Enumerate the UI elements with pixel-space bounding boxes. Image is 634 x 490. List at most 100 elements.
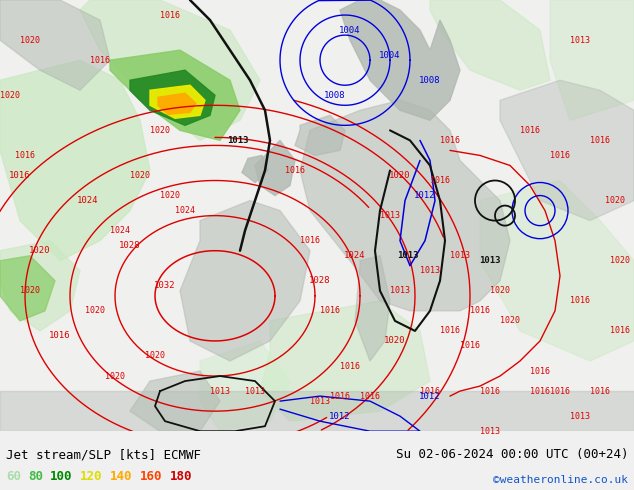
Text: 1020: 1020 <box>150 126 170 135</box>
Polygon shape <box>355 256 390 361</box>
Text: 1016: 1016 <box>90 56 110 65</box>
Text: 1024: 1024 <box>344 251 366 260</box>
Polygon shape <box>0 391 634 431</box>
Polygon shape <box>500 80 634 220</box>
Text: 1020: 1020 <box>85 306 105 316</box>
Text: 1016: 1016 <box>440 326 460 336</box>
Text: 1024: 1024 <box>110 226 130 235</box>
Polygon shape <box>130 371 220 431</box>
Text: 1016: 1016 <box>320 306 340 316</box>
Text: 1013: 1013 <box>570 412 590 420</box>
Text: 1016: 1016 <box>285 166 305 175</box>
Polygon shape <box>242 155 268 182</box>
Polygon shape <box>0 241 80 331</box>
Text: 1020: 1020 <box>0 91 20 100</box>
Polygon shape <box>340 0 460 121</box>
Text: 1016: 1016 <box>440 136 460 145</box>
Text: 1004: 1004 <box>339 25 361 35</box>
Text: 1012: 1012 <box>419 392 441 401</box>
Text: 100: 100 <box>50 469 72 483</box>
Text: 1013: 1013 <box>570 36 590 45</box>
Polygon shape <box>0 256 55 321</box>
Text: 1016: 1016 <box>430 176 450 185</box>
Text: 1020: 1020 <box>500 317 520 325</box>
Text: 1020: 1020 <box>605 196 625 205</box>
Text: 1024: 1024 <box>175 206 195 215</box>
Text: 1016: 1016 <box>550 151 570 160</box>
Text: 1016: 1016 <box>590 136 610 145</box>
Text: Jet stream/SLP [kts] ECMWF: Jet stream/SLP [kts] ECMWF <box>6 448 201 461</box>
Text: 1016: 1016 <box>10 171 31 180</box>
Text: 1028: 1028 <box>119 241 141 250</box>
Polygon shape <box>180 200 310 361</box>
Text: 1016: 1016 <box>610 326 630 336</box>
Text: 1020: 1020 <box>105 371 125 381</box>
Text: 1020: 1020 <box>20 36 40 45</box>
Polygon shape <box>550 0 634 121</box>
Text: 1013: 1013 <box>380 211 400 220</box>
Polygon shape <box>130 70 215 125</box>
Text: 1004: 1004 <box>379 50 401 60</box>
Text: 160: 160 <box>140 469 162 483</box>
Text: 1013: 1013 <box>310 396 330 406</box>
Polygon shape <box>480 180 634 361</box>
Text: 1013: 1013 <box>479 256 501 265</box>
Text: 1016: 1016 <box>300 236 320 245</box>
Text: 1016: 1016 <box>160 11 180 20</box>
Text: 1016: 1016 <box>530 387 550 395</box>
Text: 1016: 1016 <box>49 331 71 341</box>
Text: 1008: 1008 <box>419 76 441 85</box>
Text: 1013: 1013 <box>398 251 418 260</box>
Text: 1020: 1020 <box>384 337 406 345</box>
Text: 1013: 1013 <box>227 136 249 145</box>
Text: 1016: 1016 <box>420 387 440 395</box>
Text: 1016: 1016 <box>340 362 360 370</box>
Text: 1020: 1020 <box>610 256 630 265</box>
Polygon shape <box>255 141 295 196</box>
Text: 1024: 1024 <box>77 196 99 205</box>
Text: 1013: 1013 <box>245 387 265 395</box>
Text: 1012: 1012 <box>329 412 351 420</box>
Text: 1016: 1016 <box>330 392 350 401</box>
Text: 1020: 1020 <box>130 171 150 180</box>
Text: 180: 180 <box>170 469 193 483</box>
Text: 1016: 1016 <box>520 126 540 135</box>
Text: 1016: 1016 <box>15 151 35 160</box>
Text: 60: 60 <box>6 469 21 483</box>
Polygon shape <box>200 341 290 431</box>
Text: 1028: 1028 <box>309 276 331 285</box>
Text: ©weatheronline.co.uk: ©weatheronline.co.uk <box>493 475 628 485</box>
Text: 1013: 1013 <box>450 251 470 260</box>
Text: 1020: 1020 <box>20 286 40 295</box>
Text: 1016: 1016 <box>530 367 550 375</box>
Text: 140: 140 <box>110 469 133 483</box>
Text: 1012: 1012 <box>414 191 436 200</box>
Polygon shape <box>295 115 345 155</box>
Text: 1013: 1013 <box>420 266 440 275</box>
Text: 1016: 1016 <box>480 387 500 395</box>
Polygon shape <box>0 60 150 261</box>
Text: Su 02-06-2024 00:00 UTC (00+24): Su 02-06-2024 00:00 UTC (00+24) <box>396 448 628 461</box>
Text: 1016: 1016 <box>570 296 590 305</box>
Polygon shape <box>158 93 196 114</box>
Text: 1020: 1020 <box>145 351 165 361</box>
Text: 1016: 1016 <box>590 387 610 395</box>
Text: 120: 120 <box>80 469 103 483</box>
Text: 1020: 1020 <box>490 286 510 295</box>
Text: 1020: 1020 <box>389 171 411 180</box>
Polygon shape <box>300 100 510 311</box>
Polygon shape <box>150 85 205 118</box>
Text: 1020: 1020 <box>160 191 180 200</box>
Polygon shape <box>110 50 240 141</box>
Polygon shape <box>80 0 260 141</box>
Text: 1013: 1013 <box>210 387 230 395</box>
Text: 1016: 1016 <box>470 306 490 316</box>
Polygon shape <box>0 0 110 90</box>
Text: 1008: 1008 <box>324 91 346 100</box>
Text: 1016: 1016 <box>550 387 570 395</box>
Text: 1016: 1016 <box>360 392 380 401</box>
Text: 80: 80 <box>28 469 43 483</box>
Text: 1013: 1013 <box>480 427 500 436</box>
Text: 1020: 1020 <box>29 246 51 255</box>
Text: 1032: 1032 <box>154 281 176 290</box>
